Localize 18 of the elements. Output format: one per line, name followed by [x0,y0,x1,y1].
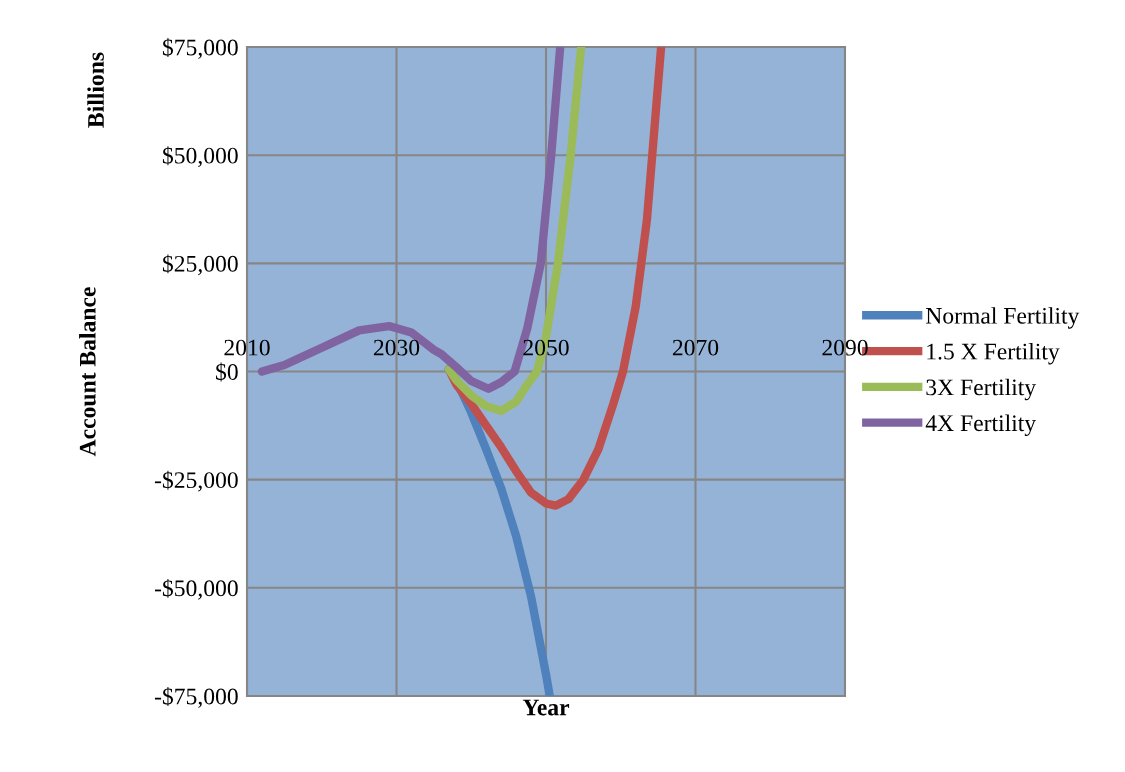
y-tick-label: $75,000 [162,38,238,59]
legend-label: 1.5 X Fertility [927,342,1060,365]
y-tick-label: $0 [216,362,238,382]
y-tick-label: -$50,000 [154,578,238,600]
y-tick-label: $50,000 [162,146,238,167]
legend-label: 3X Fertility [926,378,1037,401]
x-tick-label: 2090 [822,339,868,356]
legend-label: Normal Fertility [925,307,1080,329]
y-tick-label: -$75,000 [154,687,238,708]
legend-label: 4X Fertility [925,414,1037,436]
y-tick-label: $25,000 [162,254,238,276]
x-tick-label: 2030 [373,339,420,356]
x-tick-label: 2070 [672,339,719,356]
y-tick-label: -$25,000 [154,470,238,492]
x-tick-label: 2010 [224,339,270,356]
x-axis-title: Year [522,699,570,716]
text: Billions [87,52,104,128]
y-axis-title: Account Balance [79,287,96,457]
